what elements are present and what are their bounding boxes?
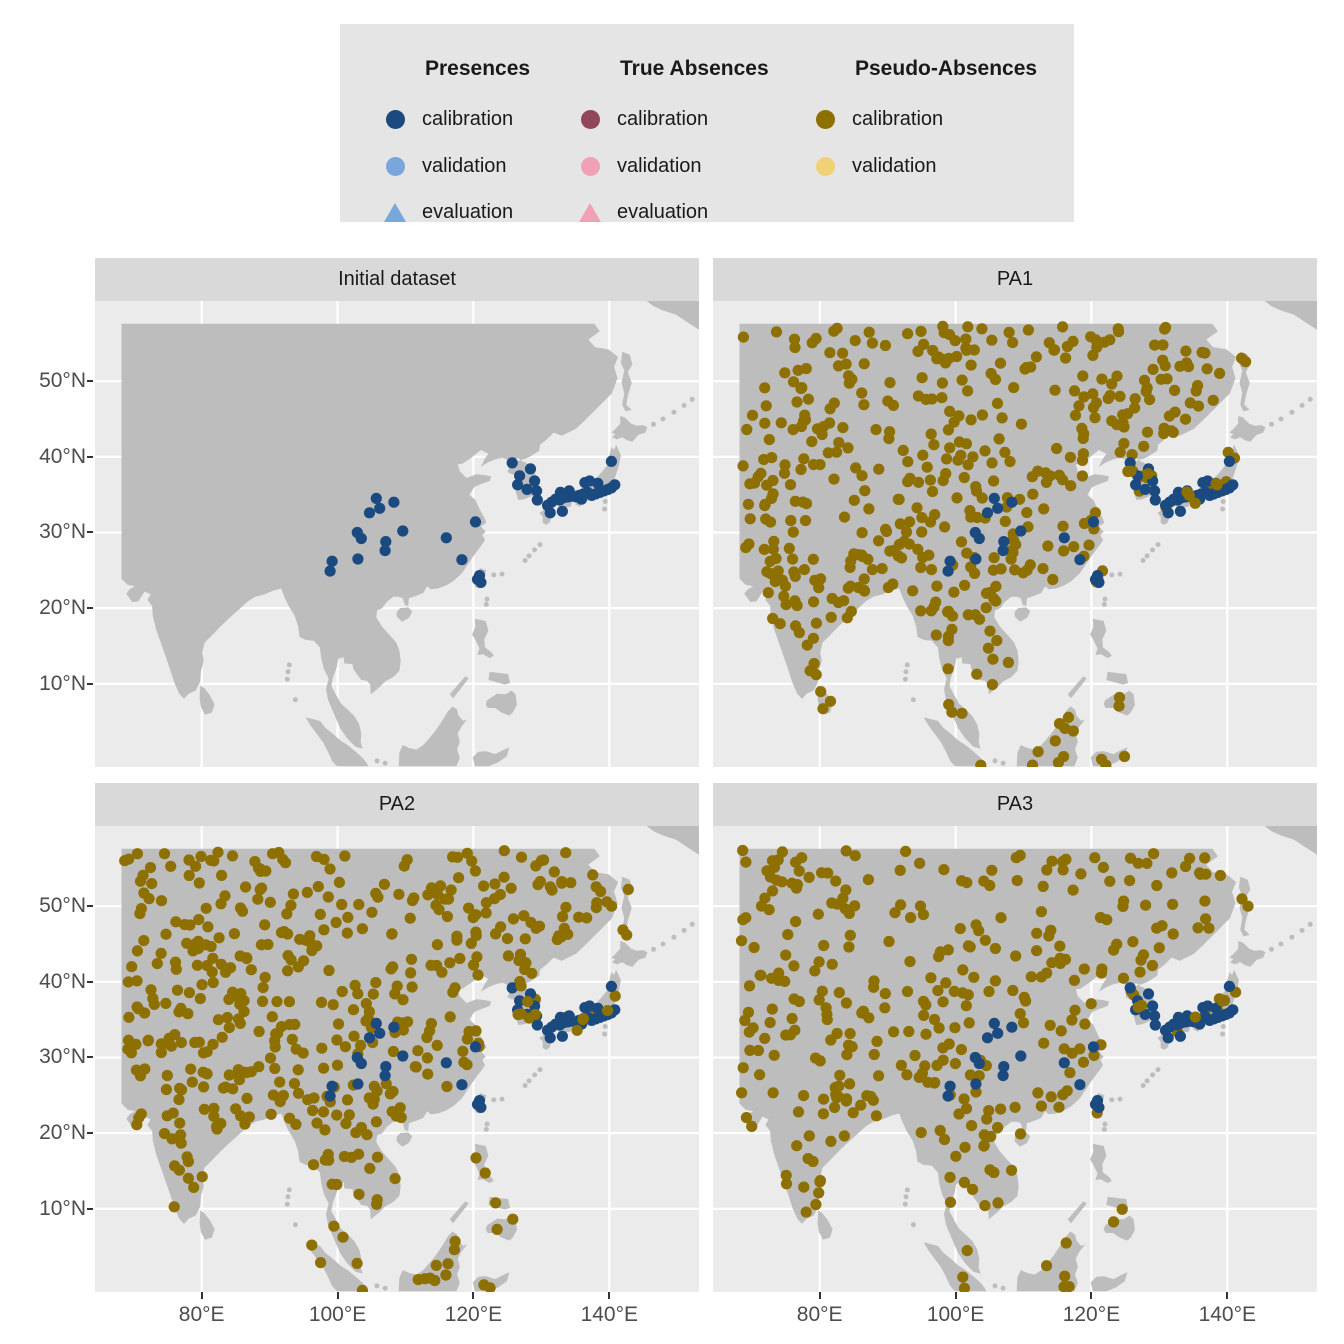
axis-tick [472,1292,475,1299]
presence-evaluation-triangle-icon [383,202,407,222]
y-tick-label: 50°N [39,369,86,393]
axis-tick [608,1292,611,1299]
axis-tick [87,682,93,685]
legend-item: calibration [813,107,943,131]
facet-strip-initial-dataset: Initial dataset [95,258,699,301]
y-tick-label: 30°N [39,1045,86,1069]
x-tick-label: 120°E [1062,1303,1121,1326]
map-panel-initial-dataset [95,301,699,767]
legend-group-title: Pseudo-Absences [855,57,1038,80]
y-tick-label: 40°N [39,444,86,468]
x-tick-label: 80°E [796,1303,843,1326]
y-tick-label: 10°N [39,1196,86,1220]
presence-validation-circle-icon [383,156,407,176]
facet-strip-pa1: PA1 [713,258,1317,301]
map-panel-pa3 [713,826,1317,1292]
pseudo-absence-calibration-circle-icon [813,109,837,129]
axis-tick [1226,1292,1229,1299]
pseudo-absence-validation-circle-icon [813,156,837,176]
y-tick-label: 40°N [39,969,86,993]
facet-strip-pa3: PA3 [713,783,1317,826]
facet-title: Initial dataset [338,268,456,290]
axis-tick [818,1292,821,1299]
x-tick-label: 140°E [1198,1303,1257,1326]
true-absence-evaluation-triangle-icon [578,202,602,222]
axis-tick [336,1292,339,1299]
x-tick-label: 80°E [178,1303,225,1326]
axis-tick [87,905,93,908]
axis-tick [87,1207,93,1210]
axis-tick [87,980,93,983]
map-panel-pa2 [95,826,699,1292]
facet-title: PA3 [996,793,1034,815]
y-tick-label: 10°N [39,671,86,695]
facet-title: PA2 [378,793,416,815]
axis-tick [87,380,93,383]
axis-tick [1090,1292,1093,1299]
y-tick-label: 30°N [39,520,86,544]
map-panel-pa1 [713,301,1317,767]
axis-tick [954,1292,957,1299]
legend-item: validation [813,154,937,178]
legend-item: validation [383,154,507,178]
legend-item: calibration [578,107,708,131]
legend-item: validation [578,154,702,178]
legend-item: calibration [383,107,513,131]
legend-group-title: Presences [425,57,531,80]
presence-calibration-circle-icon [383,109,407,129]
legend-item: evaluation [383,200,513,224]
axis-tick [87,1132,93,1135]
facet-strip-pa2: PA2 [95,783,699,826]
true-absence-validation-circle-icon [578,156,602,176]
y-tick-label: 20°N [39,1121,86,1145]
x-tick-label: 140°E [580,1303,639,1326]
axis-tick [87,531,93,534]
true-absence-calibration-circle-icon [578,109,602,129]
axis-tick [87,455,93,458]
x-tick-label: 120°E [444,1303,503,1326]
x-tick-label: 100°E [926,1303,985,1326]
y-tick-label: 50°N [39,894,86,918]
x-tick-label: 100°E [308,1303,367,1326]
facet-title: PA1 [996,268,1034,290]
axis-tick [87,1056,93,1059]
y-tick-label: 20°N [39,596,86,620]
axis-tick [200,1292,203,1299]
legend-item: evaluation [578,200,708,224]
legend-group-title: True Absences [620,57,769,80]
legend: Presences calibration validation evaluat… [340,24,1074,224]
axis-tick [87,607,93,610]
